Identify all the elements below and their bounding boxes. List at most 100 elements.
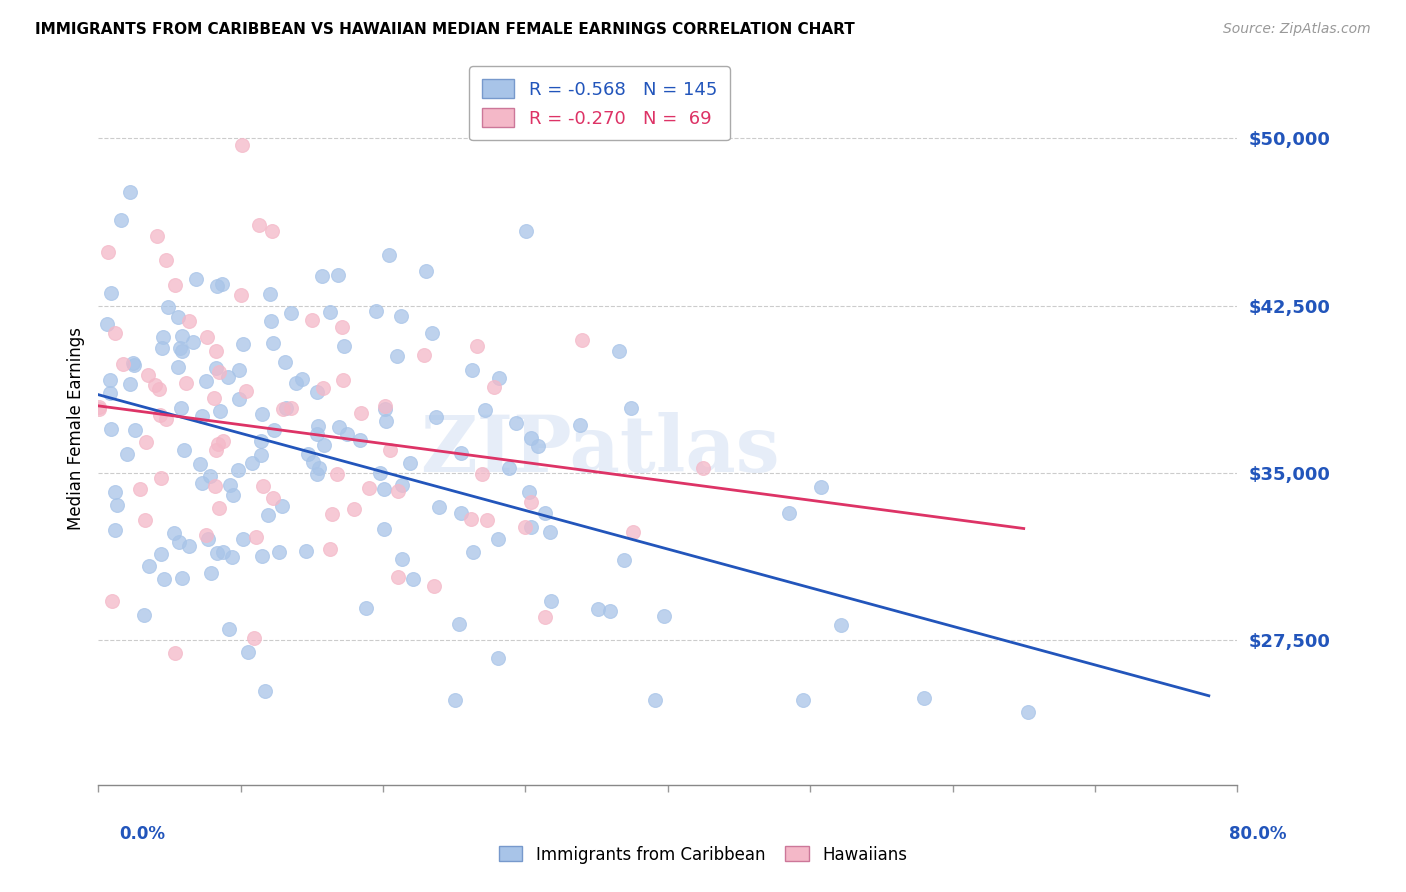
Point xyxy=(186,271,208,285)
Point xyxy=(538,524,561,539)
Point xyxy=(276,401,298,415)
Point xyxy=(450,506,472,520)
Point xyxy=(810,480,832,494)
Point xyxy=(263,423,285,437)
Point xyxy=(427,500,450,514)
Point xyxy=(297,447,319,461)
Point xyxy=(415,264,437,278)
Point xyxy=(259,286,281,301)
Point xyxy=(250,448,273,462)
Point xyxy=(373,482,395,496)
Point xyxy=(250,434,273,449)
Point xyxy=(247,218,270,232)
Point xyxy=(202,391,225,405)
Point xyxy=(260,314,283,328)
Point xyxy=(488,371,510,385)
Point xyxy=(122,358,145,372)
Point xyxy=(98,386,121,401)
Point xyxy=(205,546,228,560)
Point xyxy=(100,422,122,436)
Point xyxy=(280,306,302,320)
Point xyxy=(620,401,643,416)
Point xyxy=(465,339,488,353)
Point xyxy=(222,488,245,502)
Point xyxy=(378,248,401,262)
Point xyxy=(568,418,591,433)
Point xyxy=(145,229,167,244)
Point xyxy=(391,552,413,566)
Point xyxy=(368,466,391,480)
Point xyxy=(135,434,157,449)
Point xyxy=(373,401,395,416)
Y-axis label: Median Female Earnings: Median Female Earnings xyxy=(66,326,84,530)
Point xyxy=(644,693,666,707)
Point xyxy=(204,443,226,458)
Point xyxy=(181,334,204,349)
Point xyxy=(208,364,231,378)
Point xyxy=(124,423,146,437)
Point xyxy=(205,278,228,293)
Point xyxy=(482,380,505,394)
Point xyxy=(373,522,395,536)
Point xyxy=(121,356,143,370)
Point xyxy=(486,651,509,665)
Point xyxy=(173,442,195,457)
Point xyxy=(231,138,253,153)
Point xyxy=(167,310,190,324)
Point xyxy=(256,508,278,522)
Point xyxy=(149,548,172,562)
Point xyxy=(149,470,172,484)
Point xyxy=(692,460,714,475)
Point xyxy=(520,519,543,533)
Point xyxy=(190,476,212,491)
Point xyxy=(387,570,409,584)
Point xyxy=(307,426,329,441)
Point xyxy=(460,363,482,377)
Point xyxy=(463,545,485,559)
Point xyxy=(321,507,343,521)
Point xyxy=(194,528,217,542)
Point xyxy=(607,343,630,358)
Text: IMMIGRANTS FROM CARIBBEAN VS HAWAIIAN MEDIAN FEMALE EARNINGS CORRELATION CHART: IMMIGRANTS FROM CARIBBEAN VS HAWAIIAN ME… xyxy=(35,22,855,37)
Point xyxy=(217,370,239,384)
Point xyxy=(195,374,218,388)
Point xyxy=(177,314,200,328)
Point xyxy=(423,579,446,593)
Point xyxy=(96,317,118,331)
Point xyxy=(260,224,283,238)
Point xyxy=(333,339,356,353)
Point xyxy=(136,368,159,382)
Point xyxy=(792,693,814,707)
Point xyxy=(165,277,187,292)
Point xyxy=(374,399,396,413)
Point xyxy=(105,498,128,512)
Point xyxy=(252,479,274,493)
Point xyxy=(115,447,138,461)
Point xyxy=(326,268,349,283)
Point xyxy=(474,403,496,417)
Point xyxy=(143,378,166,392)
Point xyxy=(174,376,197,390)
Point xyxy=(118,376,141,391)
Point xyxy=(262,491,284,506)
Point xyxy=(520,431,543,445)
Point xyxy=(152,330,174,344)
Point xyxy=(118,185,141,199)
Point xyxy=(228,392,250,406)
Point xyxy=(571,333,593,347)
Point xyxy=(163,525,186,540)
Point xyxy=(110,213,132,227)
Point xyxy=(387,483,409,498)
Point xyxy=(621,525,644,540)
Point xyxy=(205,344,228,359)
Point xyxy=(413,348,436,362)
Point xyxy=(515,519,537,533)
Point xyxy=(271,402,294,417)
Point xyxy=(305,384,328,399)
Point xyxy=(519,495,541,509)
Point xyxy=(534,506,557,520)
Point xyxy=(314,437,336,451)
Point xyxy=(252,549,274,563)
Point xyxy=(103,523,125,537)
Point xyxy=(308,460,330,475)
